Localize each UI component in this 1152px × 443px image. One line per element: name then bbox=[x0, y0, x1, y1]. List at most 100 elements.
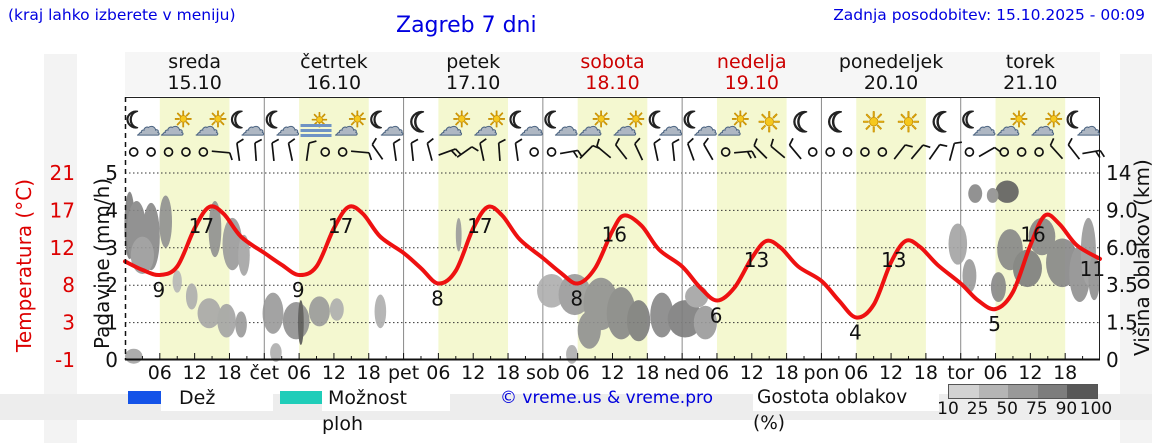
cloud-blob bbox=[238, 234, 250, 276]
colorbar-segment bbox=[1037, 385, 1068, 398]
colorbar-stop-label: 25 bbox=[966, 399, 989, 419]
wind-barb-icon bbox=[438, 148, 462, 157]
day-header-band bbox=[125, 52, 1100, 96]
weather-icon-sun-cloud: ☀☁ bbox=[612, 108, 646, 142]
wind-row bbox=[128, 137, 1106, 162]
cloud-blob bbox=[308, 296, 330, 327]
x-hour-label: 06 bbox=[148, 362, 172, 384]
x-hour-label: 12 bbox=[879, 362, 903, 384]
svg-text:☁: ☁ bbox=[554, 113, 578, 141]
cloud-blob bbox=[217, 303, 236, 338]
cloud-blob bbox=[650, 292, 674, 338]
wind-calm-icon bbox=[964, 147, 975, 157]
x-hour-label: 12 bbox=[1018, 362, 1042, 384]
temperature-labels: 9 17 9 17 8 17 8 16 6 13 4 13 5 16 11 bbox=[153, 214, 1106, 345]
colorbar-segment bbox=[978, 385, 1009, 398]
cloud-blob bbox=[990, 272, 1006, 303]
svg-text:☁: ☁ bbox=[659, 113, 683, 141]
svg-text:☾: ☾ bbox=[961, 108, 982, 134]
wind-calm-icon bbox=[163, 147, 174, 157]
wind-barb-icon bbox=[614, 137, 628, 160]
svg-text:☾: ☾ bbox=[369, 108, 390, 134]
temp-value-label: 8 bbox=[431, 287, 444, 311]
x-hour-label: 06 bbox=[705, 362, 729, 384]
wind-barb-icon bbox=[671, 138, 680, 162]
cloud-blob bbox=[995, 180, 1019, 203]
day-header-sreda: sreda 15.10 bbox=[167, 51, 222, 94]
cloud-height-tick-label: 0 bbox=[1106, 348, 1119, 372]
svg-text:☁: ☁ bbox=[1031, 113, 1055, 141]
wind-barb-icon bbox=[1067, 137, 1081, 160]
cloud-blob bbox=[282, 302, 310, 340]
svg-text:☁: ☁ bbox=[972, 113, 996, 141]
svg-text:☀: ☀ bbox=[626, 108, 646, 133]
weather-icon-moon: ☾ bbox=[791, 105, 817, 139]
colorbar-stop-label: 100 bbox=[1079, 399, 1113, 419]
day-band bbox=[856, 97, 926, 360]
precip-tick-label: 2 bbox=[105, 273, 118, 297]
x-hour-label: 18 bbox=[1053, 362, 1077, 384]
cloud-height-axis-strip bbox=[1120, 54, 1152, 443]
cloud-blob bbox=[455, 217, 462, 252]
svg-text:☀: ☀ bbox=[347, 108, 367, 133]
wind-calm-icon bbox=[128, 147, 139, 157]
wind-barb-icon bbox=[770, 138, 786, 159]
weather-icon-moon-cloud: ☾☁ bbox=[682, 107, 718, 141]
x-hour-label: 06 bbox=[287, 362, 311, 384]
svg-text:☀: ☀ bbox=[757, 106, 782, 139]
x-axis-ticks bbox=[141, 353, 1084, 360]
weather-icon-sun-cloud: ☀☁ bbox=[334, 108, 368, 142]
cloud-blob bbox=[235, 311, 247, 338]
svg-text:☾: ☾ bbox=[791, 106, 816, 139]
wind-calm-icon bbox=[146, 147, 156, 157]
colorbar-stop-label: 90 bbox=[1055, 399, 1078, 419]
rain-label: Dež bbox=[179, 387, 216, 409]
precip-tick-label: 4 bbox=[105, 198, 118, 222]
svg-text:☾: ☾ bbox=[543, 108, 564, 134]
page-title: Zagreb 7 dni bbox=[396, 13, 537, 38]
x-day-abbrev: tor bbox=[947, 362, 974, 384]
svg-text:☀: ☀ bbox=[896, 106, 921, 139]
temp-tick-label: 3 bbox=[62, 311, 75, 335]
wind-barb-icon bbox=[371, 137, 384, 160]
x-axis-labels: 06 12 18 06 12 18 06 12 18 06 12 18 06 12 18 06 12 18 06 12… bbox=[148, 362, 1078, 384]
wind-barb-icon bbox=[753, 138, 768, 159]
rain-label-chip: Dež bbox=[161, 385, 273, 411]
x-hour-label: 18 bbox=[496, 362, 520, 384]
svg-text:☾: ☾ bbox=[230, 108, 251, 134]
cloud-blob bbox=[270, 343, 282, 362]
cloud-blob bbox=[208, 201, 222, 258]
wind-barb-icon bbox=[893, 144, 913, 160]
svg-text:☁: ☁ bbox=[519, 113, 543, 141]
wind-barb-icon bbox=[634, 137, 644, 161]
svg-text:☁: ☁ bbox=[694, 113, 718, 141]
cloud-blob bbox=[159, 195, 173, 248]
x-day-abbrev: čet bbox=[249, 362, 279, 384]
colorbar-segment bbox=[1067, 385, 1097, 398]
svg-text:☁: ☁ bbox=[334, 113, 358, 141]
svg-text:☁: ☁ bbox=[613, 113, 637, 141]
wind-calm-icon bbox=[337, 147, 348, 157]
wind-barb-icon bbox=[703, 137, 714, 161]
svg-text:☾: ☾ bbox=[647, 108, 668, 134]
day-header-ponedeljek: ponedeljek 20.10 bbox=[838, 51, 944, 94]
cloud-density-colorbar bbox=[948, 384, 1098, 399]
wind-calm-icon bbox=[546, 147, 557, 157]
cloud-blob bbox=[172, 270, 182, 293]
wind-barb-icon bbox=[1082, 149, 1106, 159]
wind-calm-icon bbox=[842, 147, 853, 157]
svg-text:☀: ☀ bbox=[731, 108, 751, 133]
wind-calm-icon bbox=[198, 147, 209, 157]
wind-barb-icon bbox=[271, 138, 280, 162]
cloud-blob bbox=[558, 273, 592, 316]
credit-link[interactable]: © vreme.us & vreme.pro bbox=[500, 388, 714, 408]
cloud-blob bbox=[577, 311, 601, 349]
weather-icon-moon-cloud: ☾☁ bbox=[1065, 107, 1101, 141]
temp-value-label: 17 bbox=[189, 214, 214, 238]
wind-barb-icon bbox=[734, 150, 757, 159]
cloud-height-tick-label: 14 bbox=[1106, 161, 1131, 185]
x-hour-label: 18 bbox=[357, 362, 381, 384]
cloud-blob bbox=[1088, 255, 1100, 301]
temp-value-label: 17 bbox=[467, 214, 492, 238]
cloud-height-tick-label: 1.5 bbox=[1106, 311, 1138, 335]
